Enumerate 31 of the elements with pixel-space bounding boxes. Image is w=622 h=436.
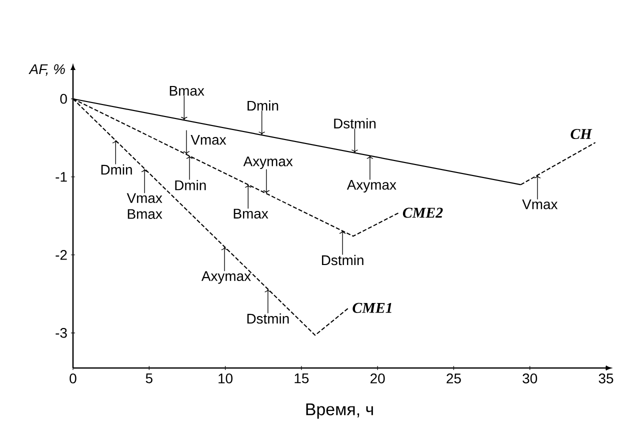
annotation: Bmax xyxy=(170,86,204,96)
annotation: Dmin xyxy=(101,164,132,175)
x-tick-label: 30 xyxy=(522,374,538,384)
annotation: Dstmin xyxy=(334,118,376,128)
annotation: Vmax xyxy=(522,200,558,210)
y-tick-label: -2 xyxy=(56,250,67,260)
x-tick-label: 35 xyxy=(598,374,614,384)
x-tick-label: 10 xyxy=(218,374,233,384)
x-tick-label: 20 xyxy=(370,374,385,384)
x-tick-label: 25 xyxy=(446,374,461,384)
annotation: Dmin xyxy=(175,180,206,190)
annotation: Vmax Bmax xyxy=(126,193,162,219)
annotation: Axymax xyxy=(346,180,396,192)
series-label: CH xyxy=(570,128,592,140)
y-tick-label: -1 xyxy=(56,172,67,182)
y-tick-label: -3 xyxy=(56,328,67,338)
annotation: Dstmin xyxy=(322,254,364,266)
y-tick-label: 0 xyxy=(60,94,67,104)
series-label: CME1 xyxy=(352,302,392,313)
annotation: Vmax xyxy=(190,134,226,145)
annotation: Axymax xyxy=(243,156,293,170)
annotation: Bmax xyxy=(234,208,268,219)
x-tick-label: 0 xyxy=(70,374,76,384)
x-tick-label: 15 xyxy=(294,374,309,384)
x-axis-title: Время, ч xyxy=(306,404,373,419)
y-axis-title: AF, % xyxy=(28,64,65,76)
series-label: CME2 xyxy=(402,208,443,218)
annotation: Dstmin xyxy=(247,313,289,324)
x-tick-label: 5 xyxy=(146,374,152,384)
annotation: Dmin xyxy=(248,100,278,111)
annotation: Axymax xyxy=(201,271,251,284)
